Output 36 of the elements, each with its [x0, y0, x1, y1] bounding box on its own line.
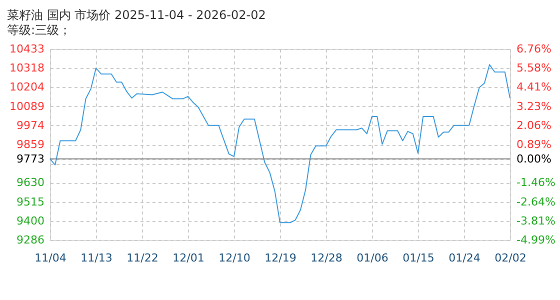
y2-tick-label: 0.89% — [516, 138, 552, 151]
y2-tick-label: 2.06% — [516, 118, 552, 132]
x-tick-label: 12/01 — [172, 252, 204, 264]
x-tick-label: 11/04 — [34, 252, 66, 264]
chart-subtitle: 等级:三级； — [7, 23, 72, 37]
y-tick-label: 9400 — [16, 214, 44, 228]
chart-title: 菜籽油 国内 市场价 2025-11-04 - 2026-02-02 — [7, 8, 266, 22]
y-tick-label: 9286 — [16, 234, 44, 246]
x-tick-label: 01/15 — [402, 252, 434, 264]
y-tick-label: 10089 — [10, 100, 44, 113]
x-tick-label: 01/24 — [448, 252, 480, 264]
x-tick-label: 12/28 — [310, 252, 342, 264]
y2-tick-label: 3.23% — [516, 100, 552, 113]
y-tick-label: 10204 — [10, 80, 44, 94]
y-tick-label: 9974 — [16, 118, 44, 132]
x-tick-label: 12/10 — [218, 252, 250, 264]
y-tick-label: 9630 — [16, 176, 44, 190]
y2-tick-label: 6.76% — [516, 42, 552, 56]
y2-tick-label: -3.81% — [516, 214, 556, 228]
y2-tick-label: 4.41% — [516, 80, 552, 94]
y2-tick-label: -4.99% — [516, 234, 556, 246]
x-tick-label: 11/13 — [80, 252, 112, 264]
x-tick-label: 11/22 — [126, 252, 158, 264]
y2-tick-label: -2.64% — [516, 195, 556, 208]
y-tick-label: 10433 — [10, 42, 44, 56]
y2-tick-label: 5.58% — [516, 62, 552, 75]
y2-tick-label: 0.00% — [516, 152, 552, 166]
y-tick-label: 9515 — [16, 195, 44, 208]
x-tick-label: 01/06 — [356, 252, 388, 264]
y-tick-label: 9773 — [16, 152, 44, 166]
x-tick-label: 12/19 — [264, 252, 296, 264]
y2-tick-label: -1.46% — [516, 176, 556, 190]
line-series — [50, 64, 510, 224]
x-tick-label: 02/02 — [494, 252, 526, 264]
y-tick-label: 9859 — [16, 138, 44, 152]
y-tick-label: 10318 — [10, 62, 44, 75]
